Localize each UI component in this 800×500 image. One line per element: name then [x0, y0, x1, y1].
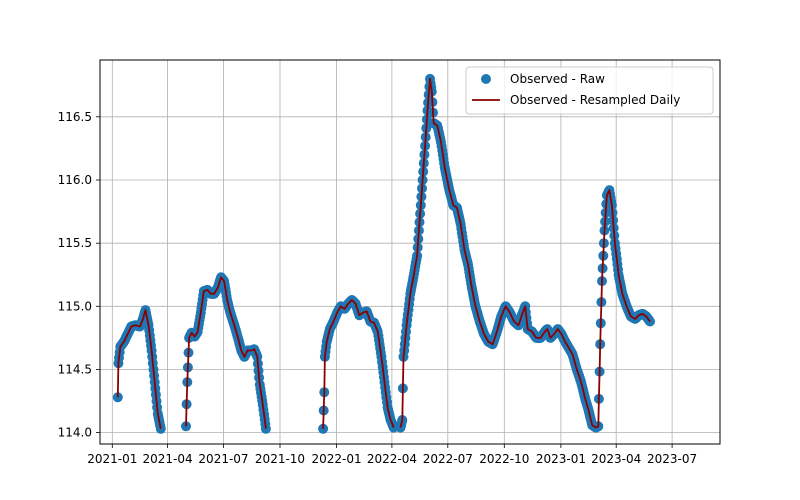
- x-tick-label: 2022-04: [367, 452, 417, 466]
- x-tick-label: 2022-01: [312, 452, 362, 466]
- resampled-line-segment: [185, 276, 267, 429]
- resampled-line-segment: [116, 309, 162, 429]
- x-axis-ticks: 2021-01 2021-04 2021-07 2021-10 2022-01 2022-…: [87, 444, 697, 466]
- x-tick-label: 2023-04: [591, 452, 641, 466]
- legend: Observed - Raw Observed - Resampled Dail…: [465, 66, 714, 115]
- y-tick-label: 116.5: [58, 110, 92, 124]
- x-tick-label: 2021-01: [87, 452, 137, 466]
- y-tick-label: 114.0: [58, 426, 92, 440]
- resampled-daily-line: [116, 78, 651, 429]
- resampled-line-segment: [399, 78, 651, 429]
- plot-area-frame: [99, 59, 721, 445]
- resampled-line-segment: [322, 299, 395, 429]
- legend-box: [465, 66, 714, 115]
- legend-raw-label: Observed - Raw: [510, 72, 605, 86]
- legend-resampled-label: Observed - Resampled Daily: [510, 93, 680, 107]
- legend-raw-marker: [481, 74, 491, 84]
- x-tick-label: 2022-07: [423, 452, 473, 466]
- y-tick-label: 115.5: [58, 236, 92, 250]
- y-tick-label: 115.0: [58, 299, 92, 313]
- x-tick-label: 2021-04: [143, 452, 193, 466]
- x-tick-label: 2021-10: [255, 452, 305, 466]
- y-tick-label: 114.5: [58, 363, 92, 377]
- y-axis-ticks: 114.0 114.5 115.0 115.5 116.0 116.5: [58, 110, 100, 440]
- y-tick-label: 116.0: [58, 173, 92, 187]
- x-tick-label: 2023-07: [647, 452, 697, 466]
- x-tick-label: 2021-07: [198, 452, 248, 466]
- x-tick-label: 2023-01: [536, 452, 586, 466]
- x-tick-label: 2022-10: [479, 452, 529, 466]
